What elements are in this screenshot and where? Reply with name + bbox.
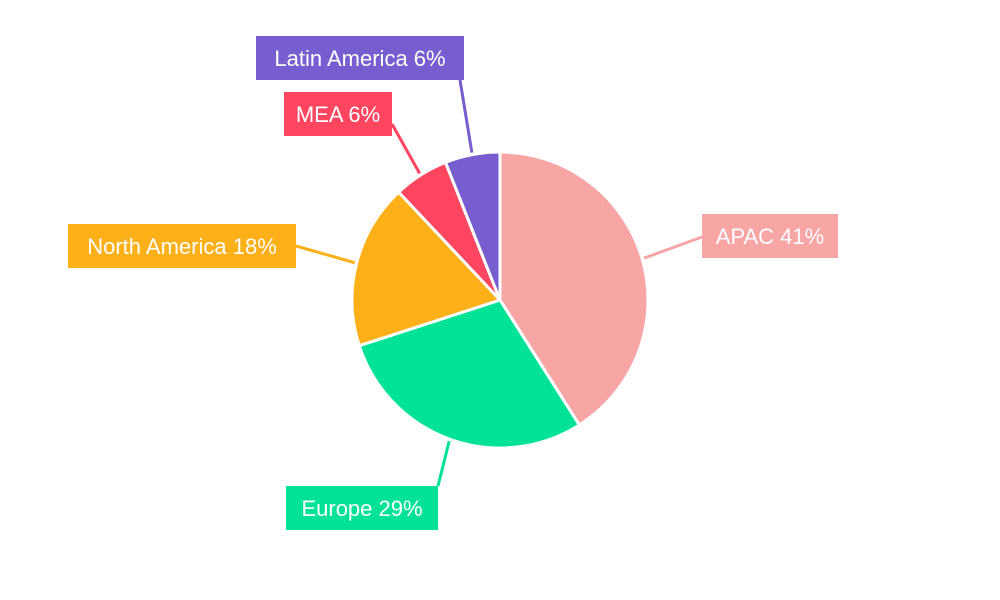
leader-line-europe	[438, 441, 449, 486]
slice-label-europe: Europe 29%	[286, 486, 438, 530]
pie-slices	[352, 152, 648, 448]
leader-line-north-america	[296, 246, 355, 263]
slice-label-text: Europe 29%	[301, 496, 422, 521]
leader-line-apac	[644, 237, 702, 258]
leader-line-mea	[392, 124, 420, 173]
slice-label-apac: APAC 41%	[702, 214, 838, 258]
leader-line-latin-america	[460, 80, 472, 153]
slice-label-text: APAC 41%	[716, 224, 824, 249]
slice-label-text: MEA 6%	[296, 102, 380, 127]
slice-label-latin-america: Latin America 6%	[256, 36, 464, 80]
slice-label-mea: MEA 6%	[284, 92, 392, 136]
slice-label-text: North America 18%	[87, 234, 277, 259]
slice-label-text: Latin America 6%	[274, 46, 445, 71]
slice-label-north-america: North America 18%	[68, 224, 296, 268]
